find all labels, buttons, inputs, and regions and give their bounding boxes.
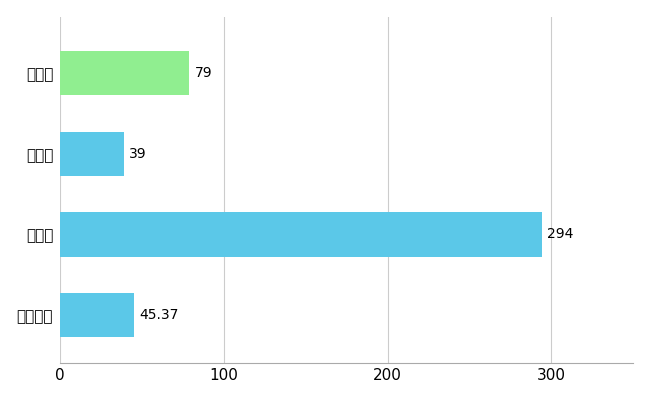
Text: 45.37: 45.37	[139, 308, 179, 322]
Text: 79: 79	[194, 66, 212, 80]
Bar	[60, 293, 135, 337]
Text: 294: 294	[547, 228, 573, 242]
Bar	[60, 132, 124, 176]
Bar	[60, 51, 190, 95]
Text: 39: 39	[129, 147, 146, 161]
Bar	[60, 212, 541, 257]
